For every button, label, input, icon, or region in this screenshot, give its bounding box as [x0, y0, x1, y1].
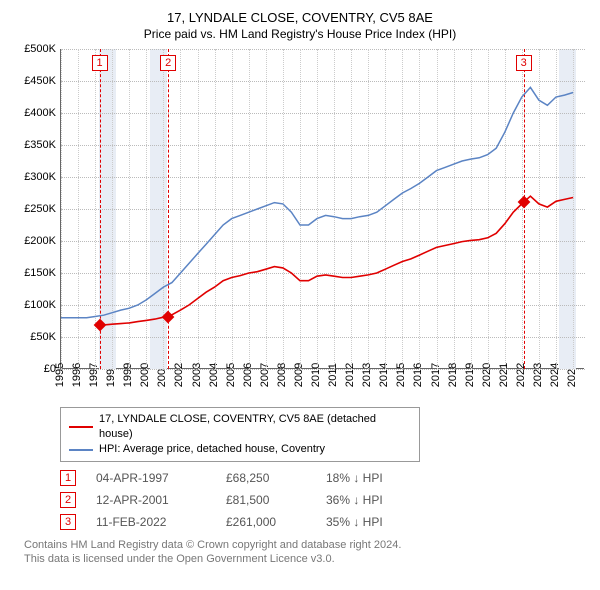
sale-diff: 18% ↓ HPI [326, 471, 426, 485]
chart-container: 17, LYNDALE CLOSE, COVENTRY, CV5 8AE Pri… [0, 0, 600, 590]
ytick-label: £100K [24, 299, 56, 311]
legend-swatch [69, 426, 93, 428]
event-marker: 3 [516, 55, 532, 71]
sale-diff: 36% ↓ HPI [326, 493, 426, 507]
legend-item: 17, LYNDALE CLOSE, COVENTRY, CV5 8AE (de… [69, 412, 411, 442]
plot-area: 1 2 3 [60, 49, 584, 369]
ytick-label: £400K [24, 107, 56, 119]
line-layer [61, 49, 585, 369]
chart-area: 123 £0£50K£100K£150K£200K£250K£300K£350K… [12, 49, 588, 401]
sale-date: 04-APR-1997 [96, 471, 226, 485]
sale-marker: 2 [60, 492, 76, 508]
sale-marker: 1 [60, 470, 76, 486]
ytick-label: £450K [24, 75, 56, 87]
sales-table: 1 04-APR-1997 £68,250 18% ↓ HPI 2 12-APR… [60, 470, 588, 530]
series-property [100, 196, 573, 325]
ytick-label: £300K [24, 171, 56, 183]
ytick-label: £150K [24, 267, 56, 279]
legend-swatch [69, 449, 93, 451]
table-row: 2 12-APR-2001 £81,500 36% ↓ HPI [60, 492, 588, 508]
sale-price: £261,000 [226, 515, 326, 529]
legend: 17, LYNDALE CLOSE, COVENTRY, CV5 8AE (de… [60, 407, 420, 462]
sale-price: £68,250 [226, 471, 326, 485]
legend-item: HPI: Average price, detached house, Cove… [69, 442, 411, 457]
attribution: Contains HM Land Registry data © Crown c… [24, 538, 588, 566]
sale-date: 12-APR-2001 [96, 493, 226, 507]
attribution-line: Contains HM Land Registry data © Crown c… [24, 538, 588, 552]
sale-marker: 3 [60, 514, 76, 530]
event-marker: 2 [160, 55, 176, 71]
legend-label: HPI: Average price, detached house, Cove… [99, 442, 325, 457]
table-row: 3 11-FEB-2022 £261,000 35% ↓ HPI [60, 514, 588, 530]
ytick-label: £250K [24, 203, 56, 215]
sale-price: £81,500 [226, 493, 326, 507]
ytick-label: £50K [30, 331, 56, 343]
ytick-label: £500K [24, 43, 56, 55]
table-row: 1 04-APR-1997 £68,250 18% ↓ HPI [60, 470, 588, 486]
series-hpi [61, 87, 573, 317]
ytick-label: £350K [24, 139, 56, 151]
sale-date: 11-FEB-2022 [96, 515, 226, 529]
sale-diff: 35% ↓ HPI [326, 515, 426, 529]
legend-label: 17, LYNDALE CLOSE, COVENTRY, CV5 8AE (de… [99, 412, 411, 442]
chart-subtitle: Price paid vs. HM Land Registry's House … [12, 27, 588, 41]
event-marker: 1 [92, 55, 108, 71]
ytick-label: £200K [24, 235, 56, 247]
attribution-line: This data is licensed under the Open Gov… [24, 552, 588, 566]
chart-title: 17, LYNDALE CLOSE, COVENTRY, CV5 8AE [12, 10, 588, 25]
